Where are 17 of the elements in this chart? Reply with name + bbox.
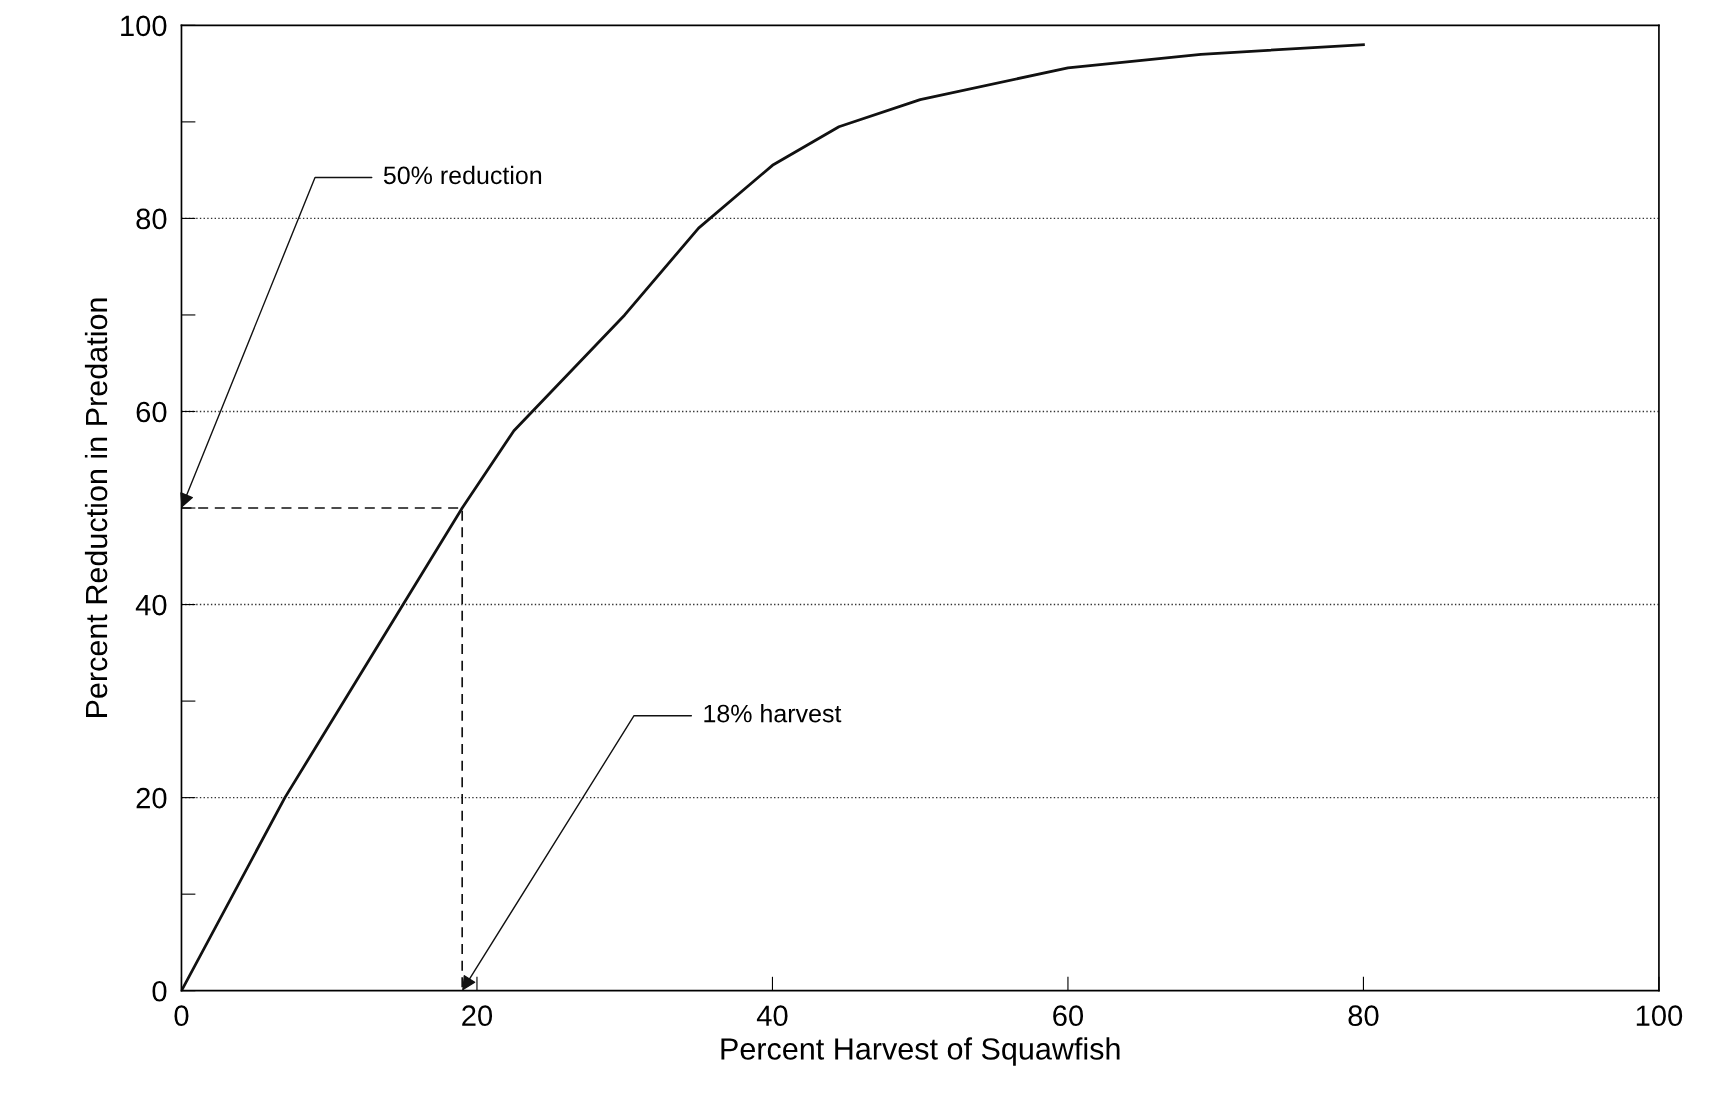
y-axis-title: Percent Reduction in Predation xyxy=(84,298,108,717)
annotation: 18% harvest xyxy=(704,704,842,723)
y-tick-label: 80 xyxy=(136,208,167,230)
y-tick-label: 20 xyxy=(136,787,167,809)
x-tick-label: 100 xyxy=(1636,1005,1683,1027)
x-tick-label: 80 xyxy=(1348,1005,1379,1027)
y-tick-label: 40 xyxy=(135,594,167,616)
line-series xyxy=(181,43,1365,991)
x-axis-title: Percent Harvest of Squawfish xyxy=(721,1037,1120,1066)
y-tick-label: 60 xyxy=(136,401,167,423)
x-tick-label: 0 xyxy=(174,1005,189,1027)
x-tick-label: 60 xyxy=(1053,1005,1084,1027)
y-tick-label: 100 xyxy=(121,15,167,37)
y-tick-label: 0 xyxy=(152,980,167,1002)
x-tick-label: 20 xyxy=(462,1005,493,1027)
x-tick-label: 40 xyxy=(756,1005,788,1027)
annotation: 50% reduction xyxy=(383,165,542,185)
